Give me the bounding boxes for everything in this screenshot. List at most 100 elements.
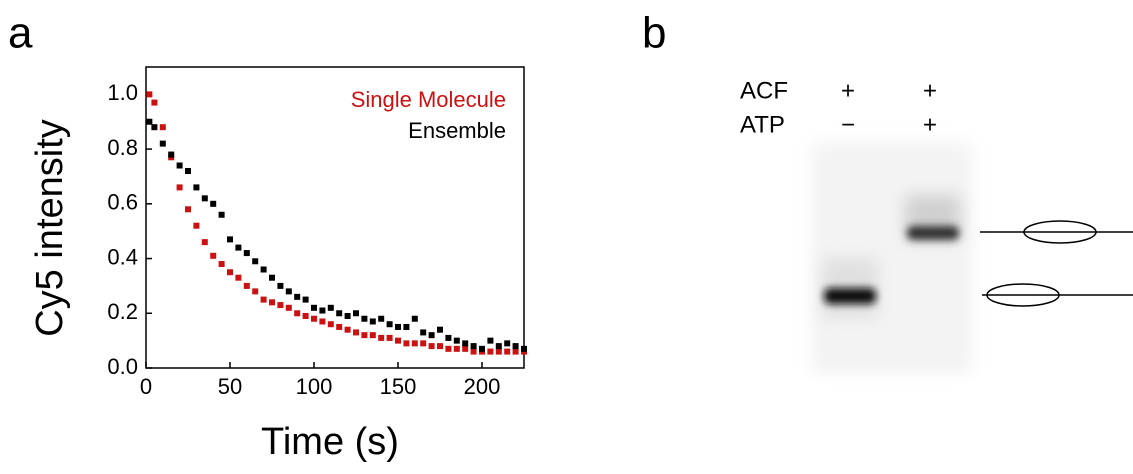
data-point	[353, 310, 359, 317]
y-tick-label: 1.0	[107, 80, 138, 105]
x-axis-title: Time (s)	[261, 421, 399, 463]
data-point	[411, 315, 418, 322]
data-point	[386, 334, 393, 341]
x-tick-label: 50	[218, 374, 242, 399]
y-tick-label: 0.0	[107, 354, 138, 379]
data-point	[243, 282, 250, 289]
data-point	[218, 261, 225, 268]
data-point	[361, 315, 368, 322]
data-point	[294, 293, 301, 300]
data-point	[176, 184, 183, 191]
data-point	[411, 340, 418, 347]
data-point	[428, 332, 435, 339]
data-point	[218, 211, 225, 218]
data-point	[395, 337, 401, 344]
data-point	[319, 318, 326, 325]
data-point	[327, 304, 334, 311]
data-point	[369, 332, 376, 339]
data-point	[487, 337, 494, 344]
data-point	[487, 348, 494, 355]
data-point	[504, 340, 511, 347]
nucleosome	[986, 283, 1060, 307]
gel-lane-label: +	[923, 111, 937, 138]
data-point	[260, 296, 267, 303]
data-point	[403, 340, 410, 347]
data-point	[336, 323, 343, 330]
data-point	[176, 162, 183, 169]
data-point	[420, 329, 427, 336]
data-point	[146, 91, 153, 98]
data-point	[378, 334, 385, 341]
data-point	[168, 151, 175, 158]
data-point	[403, 323, 410, 330]
data-point	[512, 343, 519, 350]
data-point	[159, 140, 166, 147]
panel-label: b	[642, 9, 666, 58]
data-point	[302, 313, 309, 320]
data-point	[269, 274, 275, 281]
data-point	[512, 348, 519, 355]
data-point	[210, 200, 217, 207]
data-point	[227, 236, 233, 243]
gel-band	[824, 288, 876, 304]
data-point	[260, 266, 267, 273]
data-point	[277, 302, 284, 309]
data-point	[277, 282, 284, 289]
data-point	[462, 345, 469, 352]
data-point	[302, 296, 309, 303]
data-point	[269, 299, 275, 306]
data-point	[521, 345, 527, 352]
data-point	[437, 326, 443, 333]
data-point	[227, 269, 233, 276]
data-point	[386, 321, 393, 328]
data-point	[151, 124, 158, 131]
data-point	[210, 252, 217, 259]
data-point	[311, 304, 317, 311]
data-point	[445, 334, 452, 341]
data-point	[361, 332, 368, 339]
y-tick-label: 0.4	[107, 244, 138, 269]
x-tick-label: 0	[140, 374, 152, 399]
data-point	[369, 318, 376, 325]
data-point	[201, 195, 208, 202]
data-point	[185, 167, 191, 174]
y-tick-label: 0.2	[107, 299, 138, 324]
y-axis-title: Cy5 intensity	[29, 119, 71, 337]
data-point	[453, 345, 460, 352]
y-tick-label: 0.6	[107, 190, 138, 215]
data-point	[285, 288, 292, 295]
data-point	[395, 323, 401, 330]
data-point	[193, 184, 200, 191]
legend-entry: Single Molecule	[351, 87, 506, 112]
gel-lane-label: −	[841, 111, 855, 138]
data-point	[201, 239, 208, 246]
nucleosome	[1023, 220, 1097, 244]
data-point	[453, 337, 460, 344]
data-point	[311, 315, 317, 322]
legend-entry: Ensemble	[408, 118, 506, 143]
data-point	[327, 321, 334, 328]
data-point	[344, 313, 351, 320]
data-point	[235, 274, 242, 281]
data-point	[319, 307, 326, 314]
data-point	[146, 118, 153, 125]
data-point	[495, 348, 502, 355]
x-tick-label: 150	[380, 374, 417, 399]
data-point	[420, 340, 427, 347]
data-point	[294, 310, 301, 317]
data-point	[252, 258, 259, 265]
gel-lane-label: +	[923, 77, 937, 104]
data-point	[185, 206, 191, 213]
data-point	[151, 99, 158, 106]
data-point	[462, 340, 469, 347]
data-point	[470, 343, 477, 350]
y-tick-label: 0.8	[107, 135, 138, 160]
data-point	[159, 124, 166, 131]
gel-row-label: ACF	[740, 77, 788, 104]
x-tick-label: 200	[464, 374, 501, 399]
data-point	[252, 288, 259, 295]
data-point	[428, 343, 435, 350]
data-point	[445, 345, 452, 352]
data-point	[504, 348, 511, 355]
